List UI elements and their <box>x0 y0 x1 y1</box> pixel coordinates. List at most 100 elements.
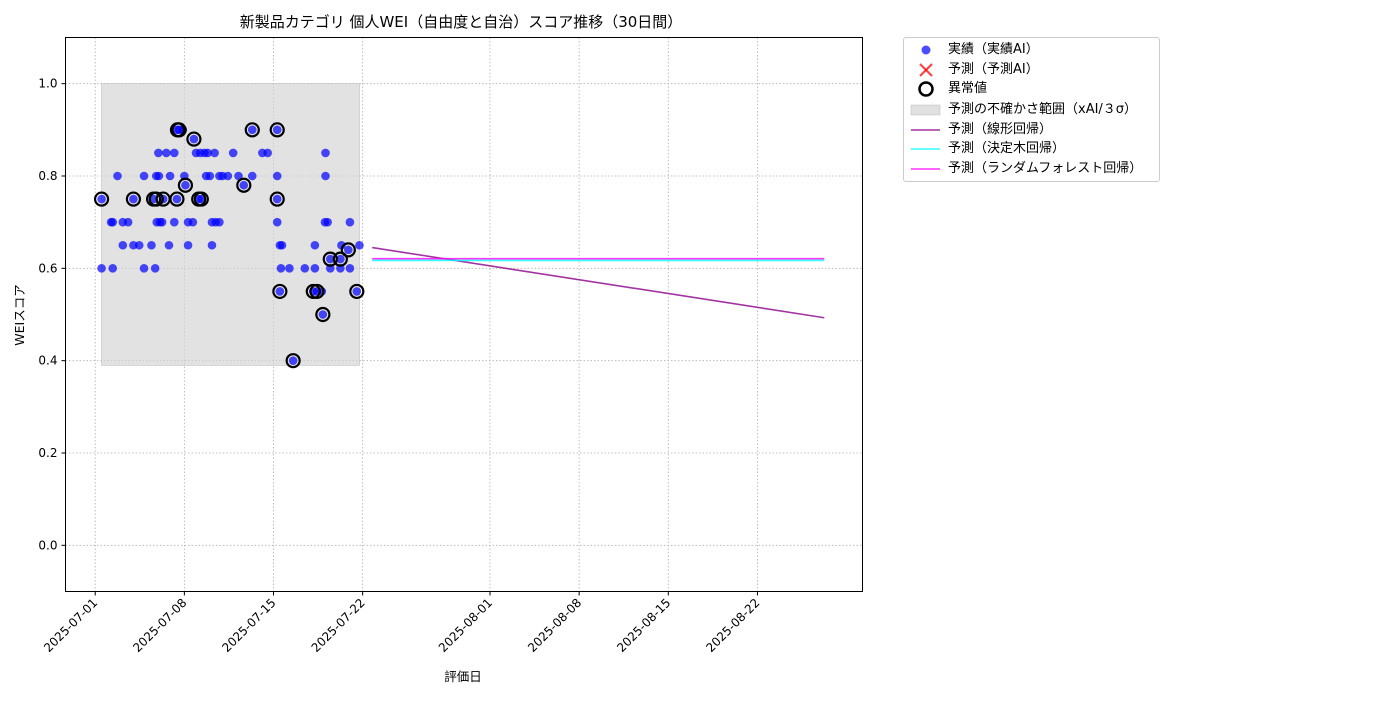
actual-point <box>165 171 175 181</box>
actual-point <box>345 217 355 227</box>
actual-point <box>203 148 213 158</box>
actual-point <box>277 240 287 250</box>
actual-point <box>318 310 328 319</box>
actual-point <box>118 240 128 250</box>
actual-point <box>310 264 320 273</box>
y-tick-label: 0.2 <box>38 446 57 460</box>
actual-point <box>345 264 355 273</box>
anomaly-ring <box>349 283 365 300</box>
actual-point <box>154 171 164 181</box>
actual-point <box>134 240 144 250</box>
legend-marker-band-icon <box>910 104 941 116</box>
anomaly-ring <box>244 122 260 138</box>
legend-label-predicted: 予測（予測AI） <box>948 62 1039 77</box>
anomaly-ring <box>332 251 348 267</box>
actual-point <box>285 264 294 273</box>
legend-label-anomaly: 異常値 <box>948 81 988 96</box>
anomaly-ring <box>315 306 331 323</box>
actual-point <box>288 356 298 365</box>
actual-point <box>205 171 215 181</box>
actual-point <box>272 125 282 135</box>
plot-frame <box>65 37 863 592</box>
legend-item-uncertainty: 予測の不確かさ範囲（xAI/３σ） <box>904 100 1159 120</box>
actual-point <box>272 171 282 181</box>
actual-point <box>139 171 149 181</box>
actual-point <box>169 217 179 227</box>
actual-point <box>300 264 310 273</box>
anomaly-ring <box>169 191 185 207</box>
actual-point <box>344 245 353 255</box>
x-tick-label: 2025-08-08 <box>525 596 584 655</box>
actual-point <box>228 148 238 158</box>
actual-point <box>210 148 219 158</box>
actual-point <box>129 194 138 204</box>
legend-line-forest-icon <box>911 168 940 170</box>
actual-point <box>276 264 286 273</box>
x-tick-label: 2025-07-08 <box>130 596 189 655</box>
y-tick-label: 1.0 <box>38 77 57 91</box>
uncertainty-band <box>101 83 360 366</box>
actual-point <box>263 148 272 158</box>
legend-label-uncertainty: 予測の不確かさ範囲（xAI/３σ） <box>948 102 1138 117</box>
x-tick-label: 2025-07-01 <box>41 596 100 655</box>
x-tick-label: 2025-08-01 <box>436 596 495 655</box>
legend-label-tree: 予測（決定木回帰） <box>948 141 1066 156</box>
actual-point <box>321 171 330 181</box>
actual-point <box>188 217 198 227</box>
actual-point <box>183 240 193 250</box>
legend-item-anomaly: 異常値 <box>904 79 1159 99</box>
actual-point <box>157 217 167 227</box>
y-tick-label: 0.6 <box>38 261 57 275</box>
anomaly-rings-layer <box>93 122 365 369</box>
actual-point <box>164 240 174 250</box>
actual-point <box>247 171 257 181</box>
chart-legend: 実績（実績AI） 予測（予測AI） 異常値 予測の不確かさ範囲（xAI/３σ） <box>903 37 1160 182</box>
actual-point <box>352 287 362 296</box>
actual-point <box>150 264 160 273</box>
actual-point <box>181 180 190 190</box>
x-tick-label: 2025-08-22 <box>703 596 762 655</box>
actual-point <box>310 240 320 250</box>
actual-point <box>275 287 285 296</box>
anomaly-ring <box>269 191 285 207</box>
legend-label-linear: 予測（線形回帰） <box>948 122 1053 137</box>
legend-marker-dot-icon <box>921 45 931 55</box>
anomaly-ring <box>186 131 202 147</box>
x-axis-label: 評価日 <box>444 669 482 684</box>
legend-item-actual: 実績（実績AI） <box>904 40 1159 60</box>
actual-point <box>149 194 158 204</box>
actual-point <box>207 240 217 250</box>
actual-point <box>123 217 133 227</box>
actual-point <box>139 264 149 273</box>
anomaly-ring <box>272 283 288 300</box>
actual-point <box>272 217 282 227</box>
legend-item-tree: 予測（決定木回帰） <box>904 139 1159 159</box>
y-tick-label: 0.8 <box>38 169 57 183</box>
chart-title: 新製品カテゴリ 個人WEI（自由度と自治）スコア推移（30日間） <box>240 13 683 31</box>
anomaly-ring <box>193 191 209 207</box>
legend-marker-ring-icon <box>918 81 934 97</box>
anomaly-ring <box>93 191 110 207</box>
actual-point <box>162 148 171 158</box>
actual-point <box>108 217 118 227</box>
actual-point <box>172 194 182 204</box>
legend-item-forest: 予測（ランダムフォレスト回帰） <box>904 159 1159 179</box>
anomaly-ring <box>148 191 164 207</box>
legend-label-forest: 予測（ランダムフォレスト回帰） <box>948 161 1143 176</box>
actual-point <box>272 194 282 204</box>
anomaly-ring <box>309 283 325 300</box>
actual-point <box>108 264 118 273</box>
legend-item-predicted: 予測（予測AI） <box>904 60 1159 80</box>
actual-point <box>215 217 224 227</box>
x-tick-label: 2025-07-22 <box>309 596 368 655</box>
actual-point <box>321 148 330 158</box>
actual-point <box>154 148 163 158</box>
legend-item-linear: 予測（線形回帰） <box>904 120 1159 140</box>
anomaly-ring <box>125 191 142 207</box>
actual-point <box>239 180 249 190</box>
actual-point <box>234 171 243 181</box>
anomaly-ring <box>177 177 194 193</box>
prediction-lines-layer <box>372 246 825 319</box>
anomaly-ring <box>269 122 285 138</box>
